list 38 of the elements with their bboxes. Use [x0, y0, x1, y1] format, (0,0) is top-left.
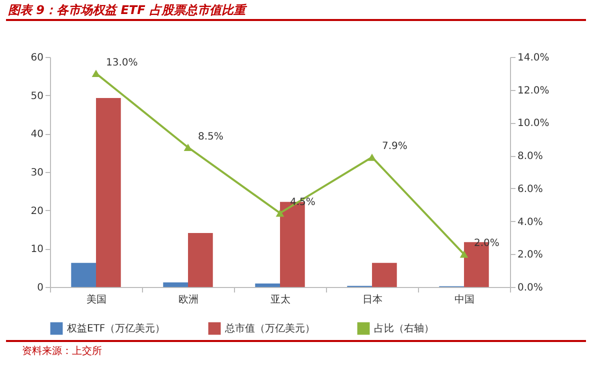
legend-label: 权益ETF（万亿美元）: [66, 322, 166, 335]
point: [184, 144, 192, 151]
x-tick-label: 中国: [454, 294, 474, 306]
legend-label: 总市值（万亿美元）: [224, 322, 315, 335]
y2-tick-label: 4.0%: [518, 216, 543, 228]
y-tick-label: 20: [30, 206, 44, 217]
y2-tick-label: 10.0%: [518, 118, 550, 130]
y-tick-label: 50: [30, 90, 44, 102]
point: [368, 154, 376, 161]
y-tick-label: 30: [30, 168, 44, 178]
data-label: 7.9%: [382, 141, 408, 152]
bar: [372, 262, 397, 287]
y2-tick-label: 0.0%: [518, 282, 543, 294]
y2-tick-label: 12.0%: [518, 85, 550, 96]
bar: [163, 282, 188, 287]
y2-tick-label: 2.0%: [518, 250, 543, 261]
data-label: 8.5%: [198, 131, 224, 142]
bar: [255, 284, 280, 287]
y-tick-label: 40: [30, 129, 44, 140]
point: [460, 250, 468, 258]
chart-title: 图表 9：各市场权益 ETF 占股票总市值比重: [8, 2, 246, 19]
y2-tick-label: 14.0%: [518, 52, 550, 64]
x-tick-label: 亚太: [270, 294, 290, 306]
y-tick-label: 60: [30, 52, 44, 64]
y-tick-label: 10: [30, 244, 44, 256]
bar: [188, 232, 213, 287]
y2-tick-label: 6.0%: [518, 184, 543, 195]
x-tick-label: 日本: [362, 294, 382, 306]
y2-tick-label: 8.0%: [518, 151, 543, 162]
bar: [96, 98, 121, 287]
data-label: 13.0%: [106, 57, 138, 68]
bar: [71, 262, 96, 287]
y-tick-label: 0: [37, 282, 44, 294]
point: [276, 209, 284, 217]
x-tick-label: 美国: [86, 294, 106, 306]
legend-label: 占比（右轴）: [374, 322, 434, 335]
text: 资料来源：上交所: [22, 344, 102, 358]
x-tick-label: 欧洲: [178, 294, 198, 306]
